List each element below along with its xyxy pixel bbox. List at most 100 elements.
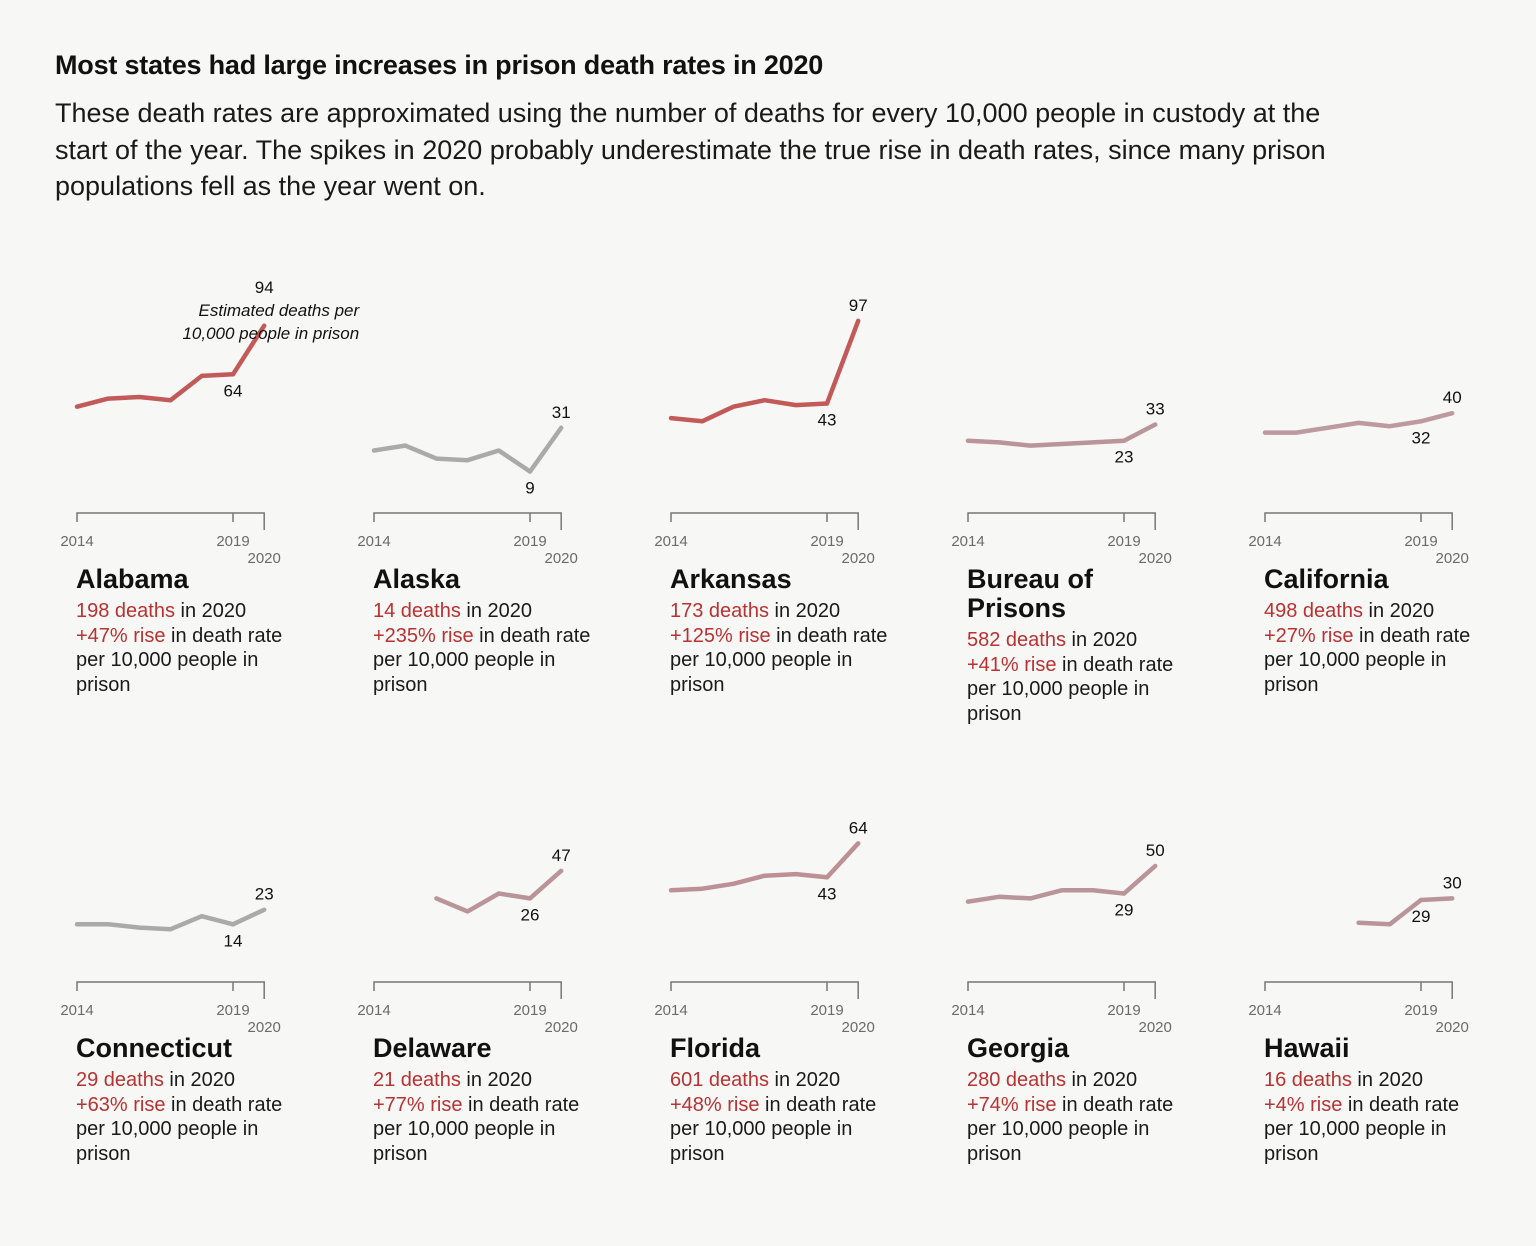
tick-label-2014: 2014	[357, 1002, 390, 1019]
panel-delaware: 2014 2019 2020 26 47 Delaware 21 deaths in 202…	[352, 469, 592, 1165]
data-label-2020: 97	[849, 296, 868, 315]
deaths-count: 14 deaths	[373, 600, 461, 622]
deaths-suffix: in 2020	[768, 1069, 841, 1091]
tick-label-2019: 2019	[810, 1002, 843, 1019]
rise-suffix: in death rate per 10,000 people in priso…	[76, 624, 283, 696]
rise-suffix: in death rate per 10,000 people in priso…	[967, 1093, 1174, 1165]
series-line	[965, 438, 1127, 448]
series-line-2020	[824, 841, 861, 880]
x-axis	[76, 512, 265, 530]
series-line-2020	[1121, 863, 1158, 896]
rise-percent: +125% rise	[670, 624, 771, 647]
deaths-count: 16 deaths	[1264, 1069, 1352, 1091]
tick-label-2020: 2020	[842, 1019, 875, 1036]
data-label-2020: 94	[255, 278, 274, 297]
series-line-2020	[824, 318, 861, 406]
deaths-count: 198 deaths	[76, 600, 175, 622]
state-name: Georgia	[967, 1033, 1070, 1063]
panel-florida: 2014 2019 2020 43 64 Florida 601 deaths in 202…	[649, 469, 889, 1164]
state-name: Arkansas	[670, 564, 792, 594]
rise-percent: +47% rise	[76, 624, 166, 647]
tick-label-2014: 2014	[60, 533, 93, 550]
rise-suffix: in death rate per 10,000 people in priso…	[670, 1093, 877, 1165]
chart-subtitle: These death rates are approximated using…	[55, 98, 1326, 201]
deaths-suffix: in 2020	[460, 1069, 533, 1091]
tick-label-2020: 2020	[842, 550, 875, 567]
panel-bureau-of-prisons: 2014 2019 2020 23 33 Bureau of Prisons 582 dea…	[946, 0, 1186, 725]
series-line	[74, 913, 236, 932]
data-label-2020: 33	[1146, 400, 1165, 419]
tick-label-2014: 2014	[60, 1002, 93, 1019]
state-summary: 198 deaths in 2020 +47% rise in death rat…	[76, 599, 301, 697]
rise-suffix: in death rate per 10,000 people in priso…	[1264, 1093, 1460, 1165]
state-name: Connecticut	[76, 1033, 233, 1063]
deaths-suffix: in 2020	[1065, 629, 1138, 651]
x-axis	[373, 981, 562, 999]
state-name: California	[1264, 564, 1389, 594]
series-line-2020	[1418, 410, 1455, 424]
tick-label-2020: 2020	[545, 550, 578, 567]
data-label-2019: 9	[525, 479, 534, 498]
deaths-suffix: in 2020	[1351, 1069, 1424, 1091]
rise-suffix: in death rate per 10,000 people in priso…	[373, 1093, 580, 1165]
rise-percent: +4% rise	[1264, 1093, 1343, 1116]
panel-california: 2014 2019 2020 32 40 California 498 deaths in …	[1243, 0, 1483, 695]
deaths-suffix: in 2020	[1065, 1069, 1138, 1091]
data-label-2019: 29	[1115, 901, 1134, 920]
x-axis	[76, 981, 265, 999]
data-label-2020: 30	[1443, 873, 1462, 892]
x-axis	[1264, 981, 1453, 999]
series-line-2020	[527, 425, 564, 474]
data-label-2019: 23	[1115, 448, 1134, 467]
rise-suffix: in death rate per 10,000 people in priso…	[670, 624, 888, 696]
tick-label-2019: 2019	[513, 1002, 546, 1019]
rise-percent: +27% rise	[1264, 624, 1354, 647]
tick-label-2019: 2019	[513, 533, 546, 550]
deaths-count: 601 deaths	[670, 1069, 769, 1091]
rise-percent: +77% rise	[373, 1093, 463, 1116]
data-label-2019: 64	[224, 381, 243, 400]
tick-label-2020: 2020	[248, 550, 281, 567]
x-axis	[373, 512, 562, 530]
deaths-count: 173 deaths	[670, 600, 769, 622]
rise-suffix: in death rate per 10,000 people in priso…	[373, 624, 591, 696]
series-line	[1262, 419, 1424, 435]
state-summary: 280 deaths in 2020 +74% rise in death rat…	[967, 1068, 1192, 1166]
deaths-suffix: in 2020	[163, 1069, 236, 1091]
panel-hawaii: 2014 2019 2020 29 30 Hawaii 16 deaths in 2020 +…	[1243, 469, 1483, 1164]
state-summary: 16 deaths in 2020 +4% rise in death rate …	[1264, 1068, 1489, 1166]
rise-suffix: in death rate per 10,000 people in priso…	[76, 1093, 283, 1165]
deaths-count: 21 deaths	[373, 1069, 461, 1091]
state-name: Delaware	[373, 1033, 492, 1063]
deaths-count: 29 deaths	[76, 1069, 164, 1091]
state-name: Alabama	[76, 564, 189, 594]
tick-label-2019: 2019	[810, 533, 843, 550]
data-label-2019: 43	[818, 884, 837, 903]
data-label-2019: 26	[521, 905, 540, 924]
rise-percent: +41% rise	[967, 653, 1057, 676]
tick-label-2014: 2014	[951, 533, 984, 550]
series-line	[434, 891, 533, 914]
tick-label-2020: 2020	[1436, 550, 1469, 567]
axis-annotation: Estimated deaths per	[199, 301, 361, 320]
tick-label-2019: 2019	[216, 1002, 249, 1019]
series-line-2020	[1121, 422, 1158, 443]
deaths-suffix: in 2020	[460, 600, 533, 622]
state-name: Alaska	[373, 564, 461, 594]
tick-label-2020: 2020	[545, 1019, 578, 1036]
deaths-suffix: in 2020	[768, 600, 841, 622]
x-axis	[967, 981, 1156, 999]
state-name: Florida	[670, 1033, 761, 1063]
data-label-2019: 32	[1412, 428, 1431, 447]
state-summary: 498 deaths in 2020 +27% rise in death rat…	[1264, 599, 1489, 697]
panel-alaska: 2014 2019 2020 9 31 Alaska 14 deaths in 2020 +2…	[352, 0, 592, 696]
deaths-count: 582 deaths	[967, 629, 1066, 651]
